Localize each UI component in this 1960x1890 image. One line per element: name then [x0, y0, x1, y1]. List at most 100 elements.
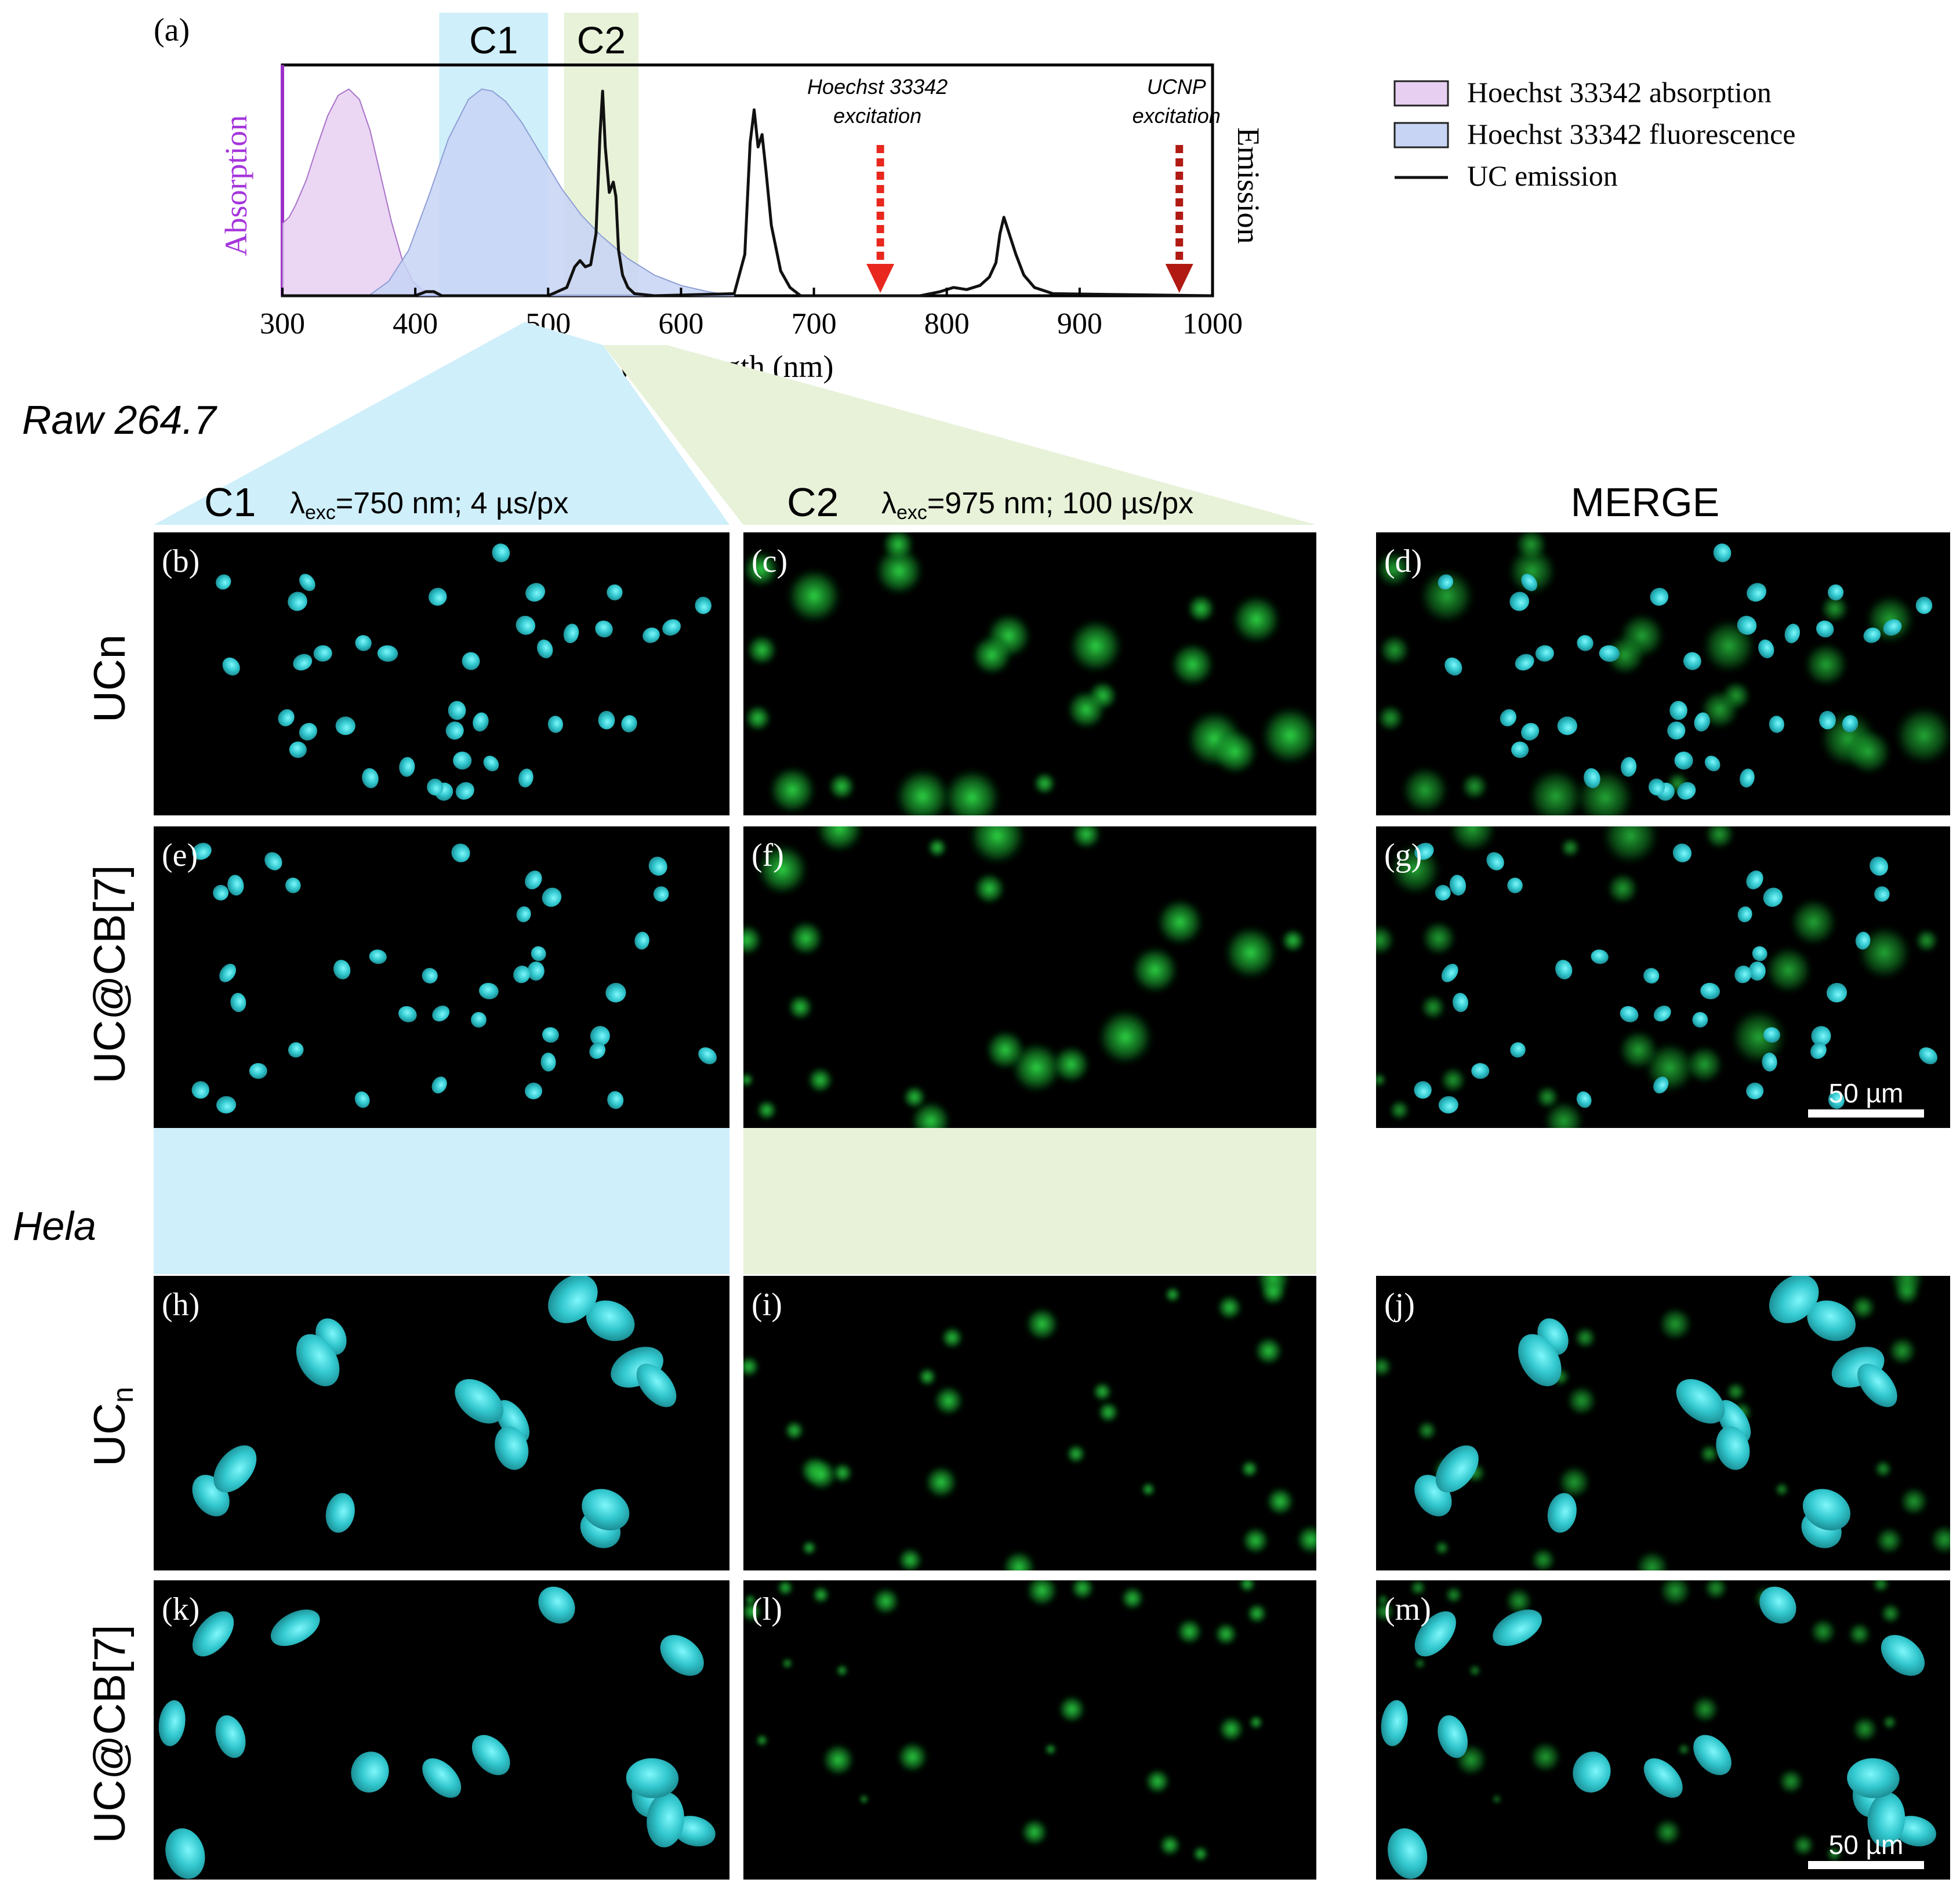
cyan-nucleus	[1435, 884, 1451, 901]
green-signal	[1066, 690, 1106, 730]
green-signal	[1238, 1580, 1256, 1593]
row-label-ucn-hela: UCn	[85, 1387, 139, 1467]
green-signal	[1159, 1834, 1181, 1857]
cyan-nucleus	[1826, 982, 1848, 1003]
cyan-nucleus	[222, 657, 240, 676]
cyan-nucleus	[542, 887, 562, 907]
green-signal	[1417, 1420, 1438, 1441]
cyan-nucleus	[1734, 966, 1752, 984]
legend-label-1: Hoechst 33342 fluorescence	[1467, 118, 1795, 150]
cyan-nucleus	[1414, 1081, 1432, 1099]
cyan-nucleus	[647, 1792, 684, 1848]
excitation-arrow-head-0	[866, 264, 895, 293]
cyan-nucleus	[1683, 652, 1701, 670]
green-signal	[1820, 594, 1849, 623]
cyan-nucleus	[1674, 751, 1693, 770]
micrograph-content	[192, 1276, 677, 1548]
cyan-nucleus	[660, 1635, 704, 1676]
green-signal	[971, 634, 1013, 676]
cyan-nucleus	[513, 966, 531, 984]
green-signal	[756, 1734, 768, 1747]
cyan-nucleus	[1810, 1042, 1827, 1059]
micrograph-content	[743, 1580, 1268, 1862]
green-signal	[1218, 1715, 1245, 1743]
panel-label: (l)	[752, 1591, 782, 1627]
cyan-nucleus	[607, 584, 623, 601]
cyan-nucleus	[1669, 701, 1687, 720]
cyan-nucleus	[1438, 574, 1453, 590]
cyan-nucleus	[1746, 1082, 1764, 1100]
green-signal	[1882, 1715, 1897, 1730]
green-signal	[874, 546, 924, 596]
cyan-nucleus	[230, 993, 246, 1013]
cyan-nucleus	[582, 1489, 630, 1531]
green-signal	[1492, 1794, 1502, 1804]
green-signal	[1507, 546, 1557, 596]
green-signal	[1377, 1594, 1389, 1606]
cyan-nucleus	[542, 1027, 559, 1043]
green-signal	[1515, 532, 1548, 561]
cyan-nucleus	[1758, 639, 1774, 659]
cyan-nucleus	[369, 949, 387, 964]
cyan-nucleus	[1518, 1334, 1562, 1387]
green-signal	[924, 1465, 958, 1499]
x-axis-ticks: 300 400 500 600 700 800 900 1000	[260, 288, 1243, 340]
green-signal	[902, 1085, 927, 1109]
cyan-nucleus	[648, 857, 667, 876]
cyan-nucleus	[695, 596, 712, 614]
green-signal	[1434, 1540, 1450, 1556]
panel-j: (j)	[1376, 1276, 1950, 1570]
green-signal	[1530, 1547, 1556, 1570]
green-signal	[1880, 1602, 1901, 1624]
cyan-nucleus	[1716, 1426, 1750, 1470]
green-signal	[1414, 1657, 1426, 1669]
cyan-nucleus	[1919, 1047, 1938, 1065]
x-tick-label-800: 800	[924, 307, 970, 340]
green-signal	[1377, 704, 1404, 732]
cyan-nucleus	[192, 843, 212, 860]
panel-d: (d)	[1376, 532, 1950, 815]
green-signal	[1448, 826, 1497, 853]
green-signal	[822, 1743, 855, 1777]
panel-label: (b)	[162, 543, 199, 579]
cyan-nucleus	[1414, 1611, 1456, 1657]
green-signal	[1254, 1336, 1283, 1366]
cyan-nucleus	[355, 635, 372, 651]
green-signal	[1092, 1381, 1113, 1402]
green-signal	[1214, 1622, 1238, 1646]
panel-b: (b)	[154, 532, 729, 815]
green-signal	[1376, 1355, 1393, 1378]
green-signal	[1033, 771, 1057, 796]
cyan-nucleus	[278, 709, 295, 727]
green-signal	[1144, 1768, 1171, 1795]
green-signal	[1875, 1526, 1903, 1555]
scalebar	[1808, 1861, 1924, 1869]
cyan-nucleus	[219, 963, 237, 982]
green-signal	[1543, 1100, 1585, 1128]
cyan-nucleus	[492, 543, 510, 563]
green-signal	[1894, 705, 1950, 766]
column-title-c2: C2	[787, 480, 839, 525]
cyan-nucleus	[377, 645, 398, 662]
green-signal	[917, 1367, 937, 1387]
cyan-nucleus	[1784, 623, 1801, 644]
legend-label-2: UC emission	[1467, 159, 1618, 192]
cyan-nucleus	[496, 1400, 529, 1443]
panel-label: (d)	[1384, 543, 1422, 579]
green-signal	[1604, 634, 1646, 676]
green-signal	[859, 1794, 869, 1804]
cyan-nucleus	[525, 870, 542, 890]
cyan-nucleus	[1747, 583, 1767, 602]
cyan-nucleus	[1653, 1005, 1671, 1022]
annotation-0-line-0: Hoechst 33342	[807, 75, 948, 99]
green-signal	[1120, 1586, 1145, 1610]
green-signal	[1240, 1460, 1259, 1478]
green-signal	[783, 1420, 805, 1441]
cyan-nucleus	[1748, 961, 1766, 981]
cyan-nucleus	[1452, 993, 1468, 1013]
cyan-nucleus	[1620, 757, 1637, 777]
cyan-nucleus	[598, 710, 615, 730]
green-signal	[1857, 925, 1912, 980]
cyan-nucleus	[626, 1758, 679, 1798]
cyan-nucleus	[1700, 982, 1720, 1000]
